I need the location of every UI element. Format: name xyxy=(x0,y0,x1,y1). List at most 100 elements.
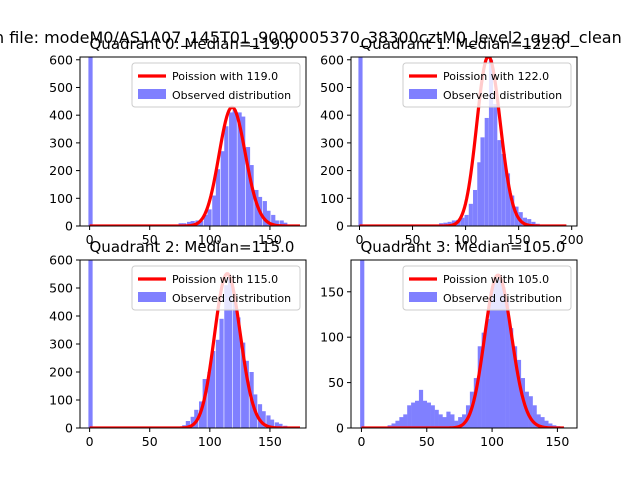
histogram-bar xyxy=(254,189,259,226)
y-tick-label: 150 xyxy=(320,284,344,299)
y-tick-label: 300 xyxy=(49,337,73,352)
histogram-bar xyxy=(185,421,190,428)
histogram-bar xyxy=(407,405,412,428)
histogram-bar xyxy=(278,423,283,428)
histogram-bar xyxy=(489,291,494,428)
histogram-bar xyxy=(241,116,246,226)
subplot-title: Quadrant 2: Median=115.0 xyxy=(90,238,295,256)
y-tick-label: 600 xyxy=(49,52,73,67)
histogram-bar xyxy=(262,201,267,226)
histogram-bar xyxy=(505,173,511,226)
figure-suptitle: n file: modeM0/AS1A07_145T01_9000005370_… xyxy=(0,28,622,48)
histogram-bar xyxy=(274,220,279,226)
legend: Poission with 119.0 Observed distribution xyxy=(131,62,301,108)
legend-label-observed: Observed distribution xyxy=(172,89,291,102)
histogram-bar xyxy=(241,342,246,428)
histogram-bar xyxy=(430,405,435,428)
histogram-bar xyxy=(232,109,237,226)
y-tick-label: 600 xyxy=(49,253,73,268)
axes-frame xyxy=(350,56,578,227)
y-tick-label: 200 xyxy=(320,163,344,178)
histogram-bar xyxy=(442,417,447,428)
y-tick-label: 100 xyxy=(49,191,73,206)
y-tick-label: 500 xyxy=(320,80,344,95)
y-tick-label: 0 xyxy=(336,219,344,234)
histogram-bar xyxy=(237,112,242,226)
legend-label-observed: Observed distribution xyxy=(172,292,291,305)
histogram-bar xyxy=(418,389,424,428)
histogram-bar xyxy=(464,214,469,226)
y-tick-label: 500 xyxy=(49,80,73,95)
poisson-curve xyxy=(361,273,565,428)
histogram-bar xyxy=(460,217,465,226)
legend: Poission with 115.0 Observed distribution xyxy=(131,265,301,311)
y-tick-label: 600 xyxy=(320,52,344,67)
legend-patch-observed xyxy=(409,89,437,99)
y-tick-label: 100 xyxy=(49,393,73,408)
y-tick-label: 400 xyxy=(49,309,73,324)
histogram-bar xyxy=(271,214,276,226)
histogram-bar xyxy=(477,162,482,226)
y-tick-label: 0 xyxy=(65,219,73,234)
x-tick-label: 150 xyxy=(507,232,531,247)
histogram-bar xyxy=(493,282,498,428)
histogram-bar xyxy=(426,402,431,428)
histogram-bar xyxy=(505,300,510,428)
legend-label-observed: Observed distribution xyxy=(443,292,562,305)
x-tick-label: 0 xyxy=(356,232,364,247)
histogram-bar xyxy=(203,214,209,226)
legend: Poission with 122.0 Observed distribution xyxy=(402,62,572,108)
x-tick-label: 150 xyxy=(545,434,569,449)
x-tick-label: 150 xyxy=(258,434,282,449)
histogram-bar xyxy=(229,112,234,226)
histogram-bar xyxy=(512,346,518,428)
histogram-bar xyxy=(391,423,396,428)
histogram-bar xyxy=(510,195,515,226)
x-tick-label: 150 xyxy=(258,232,282,247)
x-tick-label: 0 xyxy=(86,434,94,449)
histogram-bar xyxy=(480,137,485,226)
x-tick-label: 50 xyxy=(419,434,435,449)
histogram-bar xyxy=(215,169,221,226)
legend-patch-observed xyxy=(138,89,166,99)
histogram-bar xyxy=(422,400,428,428)
histogram-bar xyxy=(501,153,506,226)
histogram-bar xyxy=(434,409,439,428)
y-tick-label: 100 xyxy=(320,191,344,206)
histogram-bar xyxy=(358,57,363,226)
histogram-bar xyxy=(540,417,545,428)
histogram-bar xyxy=(360,260,365,428)
y-tick-label: 200 xyxy=(49,163,73,178)
histogram-bar xyxy=(88,260,93,428)
x-tick-label: 50 xyxy=(142,434,158,449)
histogram-bar xyxy=(245,147,251,226)
histogram-bar xyxy=(399,417,404,428)
histogram-bar xyxy=(269,419,275,428)
histogram-bar xyxy=(473,378,478,428)
legend: Poission with 105.0 Observed distribution xyxy=(402,265,572,311)
y-tick-label: 100 xyxy=(320,330,344,345)
poisson-curve xyxy=(89,105,301,226)
legend-label-poisson: Poission with 122.0 xyxy=(443,70,549,83)
legend-patch-observed xyxy=(138,292,166,302)
y-tick-label: 300 xyxy=(320,135,344,150)
histogram-bar xyxy=(88,57,93,226)
y-tick-label: 500 xyxy=(49,281,73,296)
histogram-bar xyxy=(438,414,443,428)
histogram-bar xyxy=(522,217,528,226)
x-tick-label: 100 xyxy=(198,434,222,449)
histogram-bar xyxy=(266,415,271,428)
histogram-bar xyxy=(215,339,221,428)
x-tick-label: 0 xyxy=(357,434,365,449)
histogram-bar xyxy=(458,417,463,428)
axes-frame xyxy=(79,56,307,227)
histogram-bar xyxy=(403,414,408,428)
subplot-quadrant-2: 0 50 100 150 0 100 200 300 400 500 600 Poission wit… xyxy=(49,238,307,449)
histogram-bar xyxy=(224,285,229,428)
histogram-bar xyxy=(274,422,279,428)
poisson-curve xyxy=(89,272,301,428)
histogram-bar xyxy=(186,221,192,226)
histogram-bar xyxy=(468,203,473,226)
y-tick-label: 50 xyxy=(328,375,344,390)
